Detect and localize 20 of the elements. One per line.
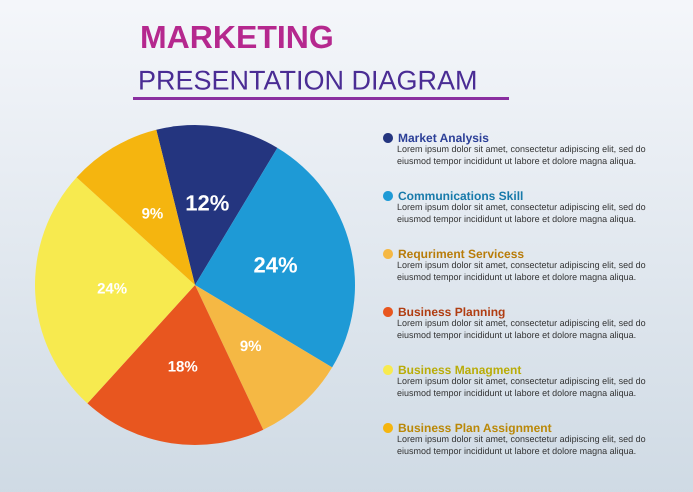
data-label: 9%	[240, 338, 262, 356]
data-label: 24%	[254, 252, 298, 278]
text: Lorem ipsum dolor sit amet, consectetur adipiscing elit, sed do eiusmod tempor incididunt ut labore et dolore magna aliqua.	[397, 376, 648, 398]
legend-label: Communications Skill	[398, 189, 524, 203]
legend-label: Requriment Servicess	[398, 247, 524, 261]
text: Lorem ipsum dolor sit amet, consectetur adipiscing elit, sed do eiusmod tempor incididunt ut labore et dolore magna aliqua.	[397, 144, 648, 166]
data-label: 12%	[185, 190, 230, 216]
text: Lorem ipsum dolor sit amet, consectetur adipiscing elit, sed do eiusmod tempor incididunt ut labore et dolore magna aliqua.	[397, 318, 648, 340]
legend-label: Market Analysis	[398, 131, 490, 145]
legend-label: Business Planning	[398, 305, 506, 319]
chart-title: MARKETING	[140, 19, 334, 55]
text: Lorem ipsum dolor sit amet, consectetur adipiscing elit, sed do eiusmod tempor incididunt ut labore et dolore magna aliqua.	[397, 260, 648, 282]
legend-label: Business Managment	[398, 363, 522, 377]
data-label: 18%	[168, 358, 198, 376]
data-label: 9%	[142, 205, 164, 222]
chart-subtitle: PRESENTATION DIAGRAM	[138, 66, 478, 96]
legend-label: Business Plan Assignment	[398, 421, 552, 435]
text: Lorem ipsum dolor sit amet, consectetur adipiscing elit, sed do eiusmod tempor incididunt ut labore et dolore magna aliqua.	[397, 202, 648, 224]
data-label: 24%	[97, 280, 128, 298]
text: Lorem ipsum dolor sit amet, consectetur adipiscing elit, sed do eiusmod tempor incididunt ut labore et dolore magna aliqua.	[397, 434, 648, 456]
